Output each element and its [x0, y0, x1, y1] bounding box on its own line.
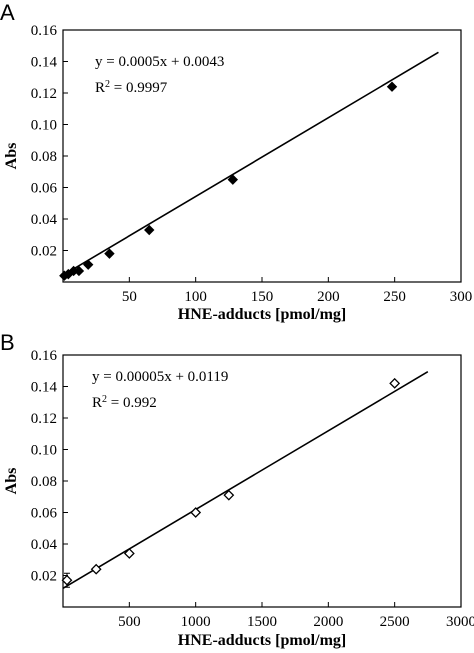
- y-axis-title-b: Abs: [3, 468, 20, 495]
- r2-value-a: = 0.9997: [110, 80, 168, 96]
- y-tick-label-a: 0.04: [31, 212, 58, 228]
- regression-line-a: [62, 51, 439, 276]
- chart-panel-b: B 0.02 0.04 0.06 0.08 0.10 0.12 0.14 0.16 500 100…: [0, 330, 474, 649]
- x-tick-label-b: 500: [118, 614, 141, 630]
- r2-label-b: R: [92, 395, 102, 411]
- x-tick-label-a: 300: [450, 289, 473, 305]
- y-tick-label-b: 0.02: [31, 569, 57, 585]
- panel-label-b: B: [0, 330, 15, 355]
- axis-ticks-b: 0.02 0.04 0.06 0.08 0.10 0.12 0.14 0.16 500 1000 1…: [31, 348, 474, 630]
- plot-frame-b: [62, 354, 462, 608]
- y-tick-label-a: 0.14: [31, 55, 58, 71]
- x-axis-title-b: HNE-adducts [pmol/mg]: [178, 632, 346, 649]
- y-axis-title-a: Abs: [3, 143, 20, 170]
- y-tick-label-b: 0.08: [31, 474, 57, 490]
- y-tick-label-b: 0.16: [31, 348, 58, 364]
- equation-text-a: y = 0.0005x + 0.0043: [95, 54, 224, 70]
- data-point-a: [82, 259, 94, 270]
- data-point-b: [123, 548, 135, 559]
- x-tick-label-a: 100: [184, 289, 207, 305]
- y-tick-label-b: 0.10: [31, 443, 57, 459]
- x-tick-label-a: 250: [383, 289, 406, 305]
- r2-value-b: = 0.992: [107, 395, 157, 411]
- r-squared-text-a: R2 = 0.9997: [95, 79, 168, 97]
- chart-panel-a: A 0.02 0.04 0.06 0.08 0.10 0.12 0.14 0.16 50 100 1…: [0, 0, 472, 323]
- x-tick-label-b: 2000: [313, 614, 343, 630]
- data-point-b: [389, 377, 401, 389]
- y-tick-label-b: 0.14: [31, 380, 58, 396]
- data-points-a: [59, 81, 398, 281]
- y-tick-label-a: 0.06: [31, 181, 58, 197]
- data-points-b: [61, 377, 401, 588]
- data-point-b: [190, 507, 202, 518]
- x-tick-label-b: 1500: [247, 614, 277, 630]
- x-axis-title-a: HNE-adducts [pmol/mg]: [178, 306, 346, 323]
- y-tick-label-a: 0.16: [31, 23, 58, 39]
- y-tick-label-a: 0.10: [31, 118, 57, 134]
- data-point-a: [144, 224, 155, 236]
- x-tick-label-b: 2500: [380, 614, 410, 630]
- y-tick-label-b: 0.06: [31, 506, 58, 522]
- y-tick-label-b: 0.04: [31, 537, 58, 553]
- x-tick-label-a: 50: [122, 289, 137, 305]
- data-point-a: [73, 265, 85, 277]
- data-point-a: [386, 81, 398, 92]
- axis-ticks-a: 0.02 0.04 0.06 0.08 0.10 0.12 0.14 0.16 50 100 150…: [31, 23, 473, 305]
- x-tick-label-b: 1000: [181, 614, 211, 630]
- fit-line-b: [62, 371, 429, 589]
- fit-line-a: [62, 51, 439, 276]
- panel-label-a: A: [0, 0, 15, 25]
- data-point-b: [223, 489, 235, 501]
- regression-line-b: [62, 371, 429, 589]
- r2-superscript-b: 2: [102, 394, 107, 405]
- y-tick-label-a: 0.02: [31, 244, 57, 260]
- data-point-a: [104, 248, 115, 259]
- r-squared-text-b: R2 = 0.992: [92, 394, 157, 412]
- y-tick-label-b: 0.12: [31, 411, 57, 427]
- r2-label-a: R: [95, 80, 105, 96]
- r2-superscript-a: 2: [105, 79, 110, 90]
- data-point-b: [90, 563, 102, 575]
- y-tick-label-a: 0.12: [31, 86, 57, 102]
- equation-text-b: y = 0.00005x + 0.0119: [92, 369, 228, 385]
- x-tick-label-a: 200: [317, 289, 340, 305]
- data-point-a: [227, 174, 239, 185]
- data-point-b: [61, 574, 73, 586]
- x-tick-label-a: 150: [251, 289, 274, 305]
- y-tick-label-a: 0.08: [31, 149, 57, 165]
- x-tick-label-b: 3000: [446, 614, 474, 630]
